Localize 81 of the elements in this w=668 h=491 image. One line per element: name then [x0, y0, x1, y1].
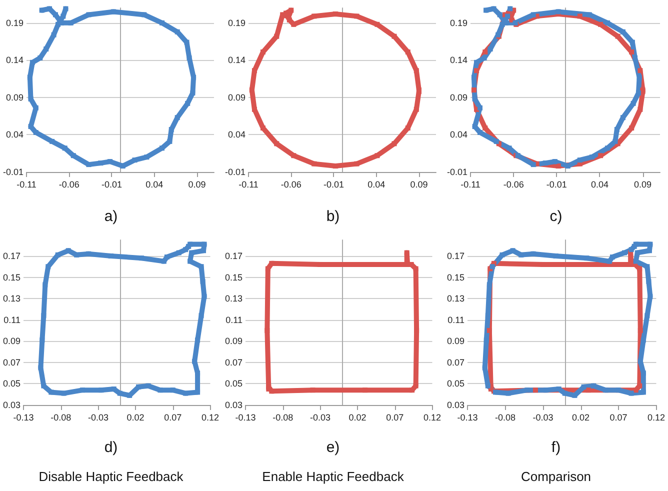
text: Enable Haptic Feedback: [262, 469, 404, 484]
x-tick-label: 0.04: [368, 180, 386, 190]
x-tick-label: 0.07: [610, 412, 628, 422]
y-tick-label: 0.03: [2, 400, 21, 410]
y-tick-label: 0.17: [2, 250, 21, 261]
y-tick-label: 0.07: [2, 357, 21, 368]
x-tick-label: 0.07: [164, 412, 182, 422]
y-tick-label: 0.07: [224, 357, 243, 368]
y-tick-label: -0.01: [225, 167, 246, 177]
x-tick-label: 0.02: [126, 412, 144, 422]
y-tick-label: 0.15: [224, 272, 243, 282]
y-tick-label: 0.14: [228, 55, 246, 66]
y-tick-label: 0.05: [446, 378, 465, 389]
text: f): [551, 439, 561, 456]
x-tick-label: 0.04: [590, 180, 608, 190]
y-tick-label: 0.15: [2, 272, 21, 282]
x-tick-label: -0.13: [457, 412, 478, 422]
y-tick-label: 0.03: [446, 400, 465, 410]
x-tick-label: 0.09: [634, 180, 652, 190]
y-tick-label: 0.03: [224, 400, 243, 410]
x-tick-label: 0.09: [188, 180, 206, 190]
x-tick-label: -0.01: [546, 180, 567, 190]
x-tick-label: -0.11: [238, 180, 258, 190]
y-tick-label: 0.09: [224, 336, 243, 346]
x-tick-label: -0.06: [58, 180, 80, 190]
text: Disable Haptic Feedback: [38, 469, 184, 484]
text: d): [104, 439, 118, 456]
y-tick-label: 0.09: [446, 336, 465, 346]
text: b): [326, 208, 340, 225]
x-tick-label: -0.06: [503, 180, 524, 190]
y-tick-label: 0.17: [224, 250, 243, 261]
x-tick-label: -0.01: [101, 180, 122, 190]
y-tick-label: 0.04: [228, 130, 246, 140]
y-tick-label: 0.15: [446, 272, 465, 282]
y-tick-label: 0.04: [450, 130, 468, 140]
x-tick-label: -0.03: [310, 412, 330, 422]
y-tick-label: 0.11: [4, 314, 21, 325]
x-tick-label: 0.04: [146, 180, 164, 190]
y-tick-label: 0.05: [224, 378, 243, 389]
x-tick-label: 0.12: [201, 412, 220, 422]
y-tick-label: 0.09: [228, 92, 246, 102]
y-tick-label: 0.19: [6, 18, 24, 28]
x-tick-label: -0.11: [16, 180, 36, 190]
y-tick-label: 0.19: [450, 18, 468, 28]
y-tick-label: 0.13: [2, 294, 21, 304]
x-tick-label: -0.06: [280, 180, 302, 190]
text: a): [104, 208, 118, 225]
y-tick-label: 0.09: [450, 92, 468, 102]
x-tick-label: -0.03: [88, 412, 108, 422]
text: c): [550, 208, 562, 225]
y-tick-label: 0.09: [2, 336, 21, 346]
x-tick-label: -0.08: [50, 412, 72, 422]
y-tick-label: 0.13: [224, 294, 243, 304]
x-tick-label: -0.13: [13, 412, 34, 422]
y-tick-label: 0.07: [446, 357, 465, 368]
x-tick-label: -0.03: [532, 412, 554, 422]
x-tick-label: -0.01: [323, 180, 344, 190]
y-tick-label: 0.13: [446, 294, 465, 304]
y-tick-label: -0.01: [447, 167, 468, 177]
x-tick-label: -0.11: [460, 180, 480, 190]
y-tick-label: 0.11: [226, 314, 243, 325]
y-tick-label: 0.14: [6, 55, 24, 66]
x-tick-label: -0.08: [495, 412, 516, 422]
x-tick-label: 0.09: [410, 180, 428, 190]
y-tick-label: 0.11: [448, 314, 465, 325]
y-tick-label: 0.05: [2, 378, 21, 389]
x-tick-label: -0.08: [272, 412, 294, 422]
y-tick-label: -0.01: [3, 167, 24, 177]
x-tick-label: 0.12: [423, 412, 442, 422]
y-tick-label: 0.19: [228, 18, 246, 28]
text: Comparison: [520, 469, 592, 484]
y-tick-label: 0.04: [6, 130, 24, 140]
x-tick-label: 0.07: [386, 412, 404, 422]
y-tick-label: 0.14: [450, 55, 468, 66]
x-tick-label: 0.02: [572, 412, 590, 422]
y-tick-label: 0.09: [6, 92, 24, 102]
x-tick-label: -0.13: [235, 412, 256, 422]
text: e): [326, 439, 340, 456]
y-tick-label: 0.17: [446, 250, 465, 261]
x-tick-label: 0.12: [647, 412, 666, 422]
x-tick-label: 0.02: [348, 412, 366, 422]
